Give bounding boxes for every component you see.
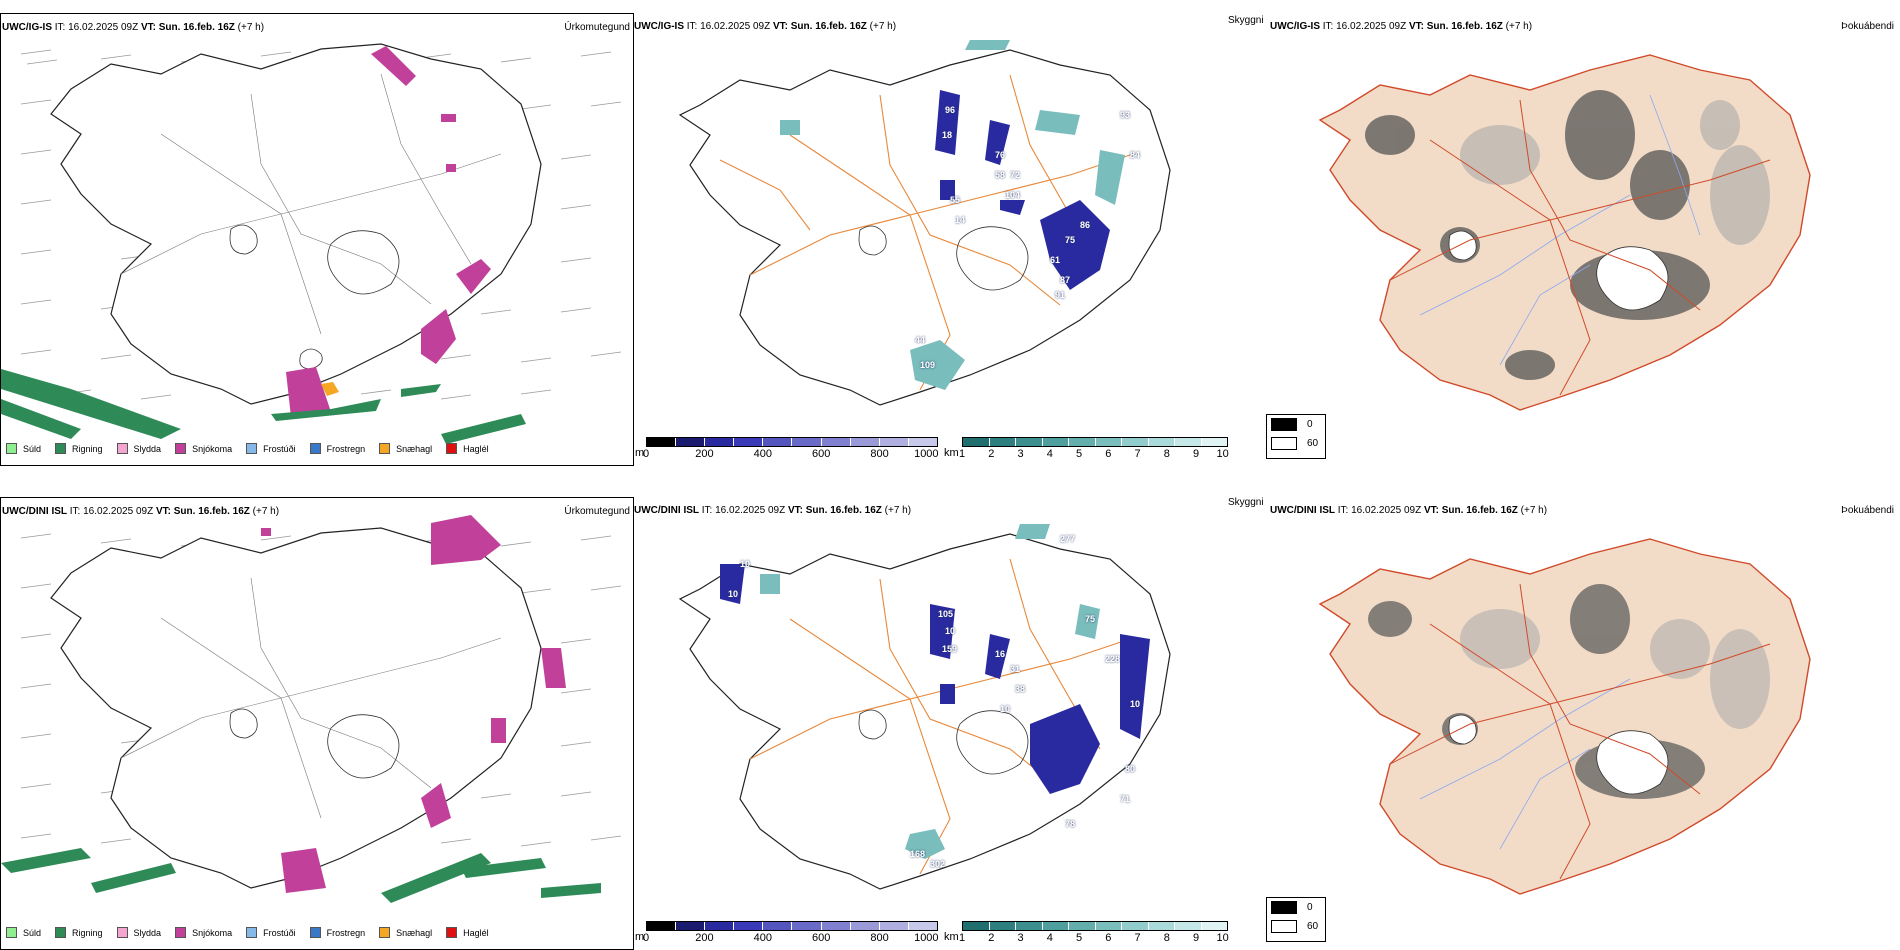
glaciers bbox=[229, 224, 400, 370]
legend-swatch bbox=[446, 443, 458, 454]
row1-mid-type: Skyggni bbox=[1228, 15, 1264, 26]
row1-precip-legend: Súld Rigning Slydda Snjókoma Frostúði Fr… bbox=[6, 443, 503, 454]
iceland-outline bbox=[50, 43, 542, 405]
row1-precip-map bbox=[1, 43, 622, 444]
row1-left-type: Úrkomutegund bbox=[564, 22, 630, 33]
row1-visibility-map bbox=[678, 40, 1171, 406]
legend-swatch bbox=[379, 443, 391, 454]
row2-shade-legend: 0 60 bbox=[1266, 897, 1326, 942]
row1-right-type: Þokuábendi bbox=[1841, 21, 1894, 32]
legend-item-frostudi: Frostúði bbox=[246, 443, 296, 454]
iceland-outline bbox=[678, 533, 1171, 890]
cbar-labels: 1 2 3 4 5 6 7 8 9 10 bbox=[958, 932, 1229, 944]
cbar-unit: km bbox=[944, 447, 959, 459]
roads bbox=[1389, 583, 1771, 880]
glaciers bbox=[858, 225, 1029, 291]
row1-shade-legend: 0 60 bbox=[1266, 414, 1326, 459]
legend-item-snaehagl: Snæhagl bbox=[379, 443, 432, 454]
rain-areas bbox=[1, 848, 601, 903]
cbar-unit: m bbox=[635, 931, 645, 943]
legend-item-frostregn: Frostregn bbox=[309, 927, 365, 938]
legend-item-slydda: Slydda bbox=[116, 927, 161, 938]
row1-left-title: UWC/IG-IS IT: 16.02.2025 09Z VT: Sun. 16… bbox=[2, 22, 265, 33]
legend-swatch bbox=[175, 927, 187, 938]
legend-swatch bbox=[175, 443, 187, 454]
legend-item-haglel: Haglél bbox=[446, 927, 489, 938]
legend-swatch bbox=[309, 443, 321, 454]
row1-mid-title: UWC/IG-IS IT: 16.02.2025 09Z VT: Sun. 16… bbox=[634, 21, 897, 32]
roads bbox=[1389, 99, 1771, 396]
row1-colorbar-km: km 1 2 3 4 5 6 7 8 9 10 bbox=[944, 437, 1229, 461]
low-visibility-teal bbox=[760, 524, 1100, 859]
row2-precip-map bbox=[1, 515, 622, 903]
legend-item-frostregn: Frostregn bbox=[309, 443, 365, 454]
row2-mid-title: UWC/DINI ISL IT: 16.02.2025 09Z VT: Sun.… bbox=[634, 505, 912, 516]
row2-mid-type: Skyggni bbox=[1228, 497, 1264, 508]
cbar-unit: km bbox=[944, 931, 959, 943]
rain-areas bbox=[1, 369, 526, 444]
row2-fog-map bbox=[1318, 538, 1811, 895]
legend-item-snjokoma: Snjókoma bbox=[175, 927, 232, 938]
row2-precip-legend: Súld Rigning Slydda Snjókoma Frostúði Fr… bbox=[6, 927, 503, 938]
iceland-outline bbox=[678, 49, 1171, 406]
row1-fog-map bbox=[1318, 54, 1811, 411]
row2-right-title: UWC/DINI ISL IT: 16.02.2025 09Z VT: Sun.… bbox=[1270, 505, 1548, 516]
glaciers bbox=[1448, 714, 1669, 795]
row1-right-title: UWC/IG-IS IT: 16.02.2025 09Z VT: Sun. 16… bbox=[1270, 21, 1533, 32]
snow-areas bbox=[261, 515, 566, 893]
low-visibility-teal bbox=[780, 40, 1125, 390]
row2-colorbar-km: km 1 2 3 4 5 6 7 8 9 10 bbox=[944, 921, 1229, 945]
low-visibility-dark bbox=[935, 90, 1110, 290]
legend-item-snjokoma: Snjókoma bbox=[175, 443, 232, 454]
glaciers bbox=[1448, 230, 1669, 311]
snow-areas bbox=[286, 46, 491, 417]
legend-swatch bbox=[379, 927, 391, 938]
fog-light bbox=[1460, 100, 1770, 245]
rivers bbox=[1419, 94, 1701, 366]
legend-swatch bbox=[6, 927, 17, 938]
hail-area bbox=[321, 382, 339, 396]
legend-swatch bbox=[246, 927, 258, 938]
glaciers bbox=[858, 709, 1029, 775]
legend-swatch bbox=[246, 443, 258, 454]
legend-swatch bbox=[446, 927, 458, 938]
rivers bbox=[1419, 678, 1631, 850]
row2-precip-panel: UWC/DINI ISL IT: 16.02.2025 09Z VT: Sun.… bbox=[0, 497, 634, 950]
low-visibility-dark bbox=[720, 564, 1150, 794]
row1-precip-panel: UWC/IG-IS IT: 16.02.2025 09Z VT: Sun. 16… bbox=[0, 13, 634, 466]
row2-left-title: UWC/DINI ISL IT: 16.02.2025 09Z VT: Sun.… bbox=[2, 506, 280, 517]
legend-swatch bbox=[309, 927, 321, 938]
legend-item-sud: Súld bbox=[6, 927, 41, 938]
iceland-outline bbox=[50, 527, 542, 889]
legend-item-rigning: Rigning bbox=[55, 927, 103, 938]
legend-swatch bbox=[55, 443, 67, 454]
legend-item-frostudi: Frostúði bbox=[246, 927, 296, 938]
legend-item-snaehagl: Snæhagl bbox=[379, 927, 432, 938]
legend-swatch bbox=[116, 443, 128, 454]
cbar-cells bbox=[646, 921, 938, 931]
cbar-labels: 0 200 400 600 800 1000 bbox=[642, 448, 939, 460]
legend-item-sud: Súld bbox=[6, 443, 41, 454]
legend-item-haglel: Haglél bbox=[446, 443, 489, 454]
cbar-labels: 0 200 400 600 800 1000 bbox=[642, 932, 939, 944]
cbar-cells bbox=[962, 921, 1228, 931]
cbar-unit: m bbox=[635, 447, 645, 459]
row2-right-type: Þokuábendi bbox=[1841, 505, 1894, 516]
roads bbox=[120, 577, 502, 819]
row2-left-type: Úrkomutegund bbox=[564, 506, 630, 517]
cbar-labels: 1 2 3 4 5 6 7 8 9 10 bbox=[958, 448, 1229, 460]
row1-colorbar-m: m 0 200 400 600 800 1000 bbox=[635, 437, 939, 461]
fog-light bbox=[1460, 609, 1770, 729]
row2-visibility-map bbox=[678, 524, 1171, 890]
legend-item-slydda: Slydda bbox=[116, 443, 161, 454]
legend-item-rigning: Rigning bbox=[55, 443, 103, 454]
cbar-cells bbox=[962, 437, 1228, 447]
legend-swatch bbox=[6, 443, 17, 454]
glaciers bbox=[229, 708, 400, 779]
legend-swatch bbox=[116, 927, 128, 938]
legend-swatch bbox=[55, 927, 67, 938]
row2-colorbar-m: m 0 200 400 600 800 1000 bbox=[635, 921, 939, 945]
cbar-cells bbox=[646, 437, 938, 447]
